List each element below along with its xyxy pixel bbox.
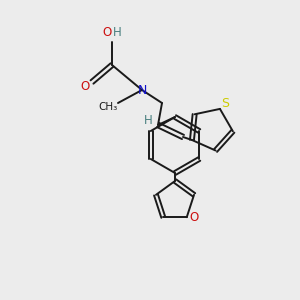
- Text: O: O: [80, 80, 90, 92]
- Text: N: N: [137, 83, 147, 97]
- Text: O: O: [102, 26, 112, 40]
- Text: O: O: [189, 211, 198, 224]
- Text: H: H: [144, 115, 152, 128]
- Text: S: S: [221, 98, 229, 110]
- Text: CH₃: CH₃: [98, 102, 118, 112]
- Text: H: H: [112, 26, 122, 38]
